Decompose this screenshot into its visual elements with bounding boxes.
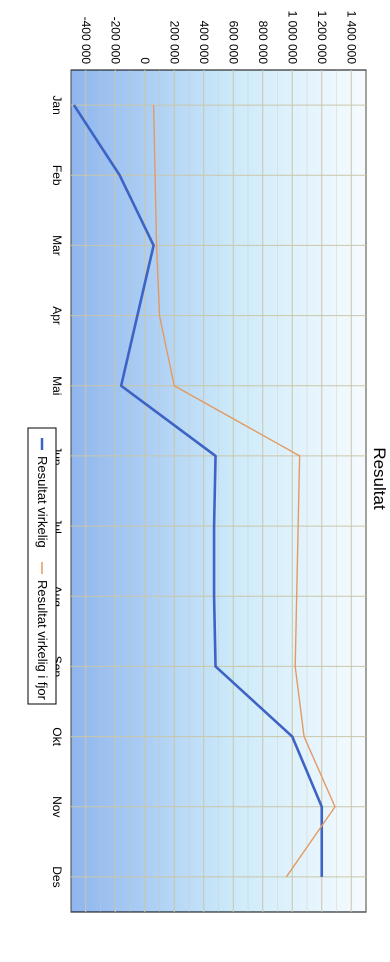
grid-lines [70, 70, 367, 912]
y-tick-label: 0 [138, 57, 152, 64]
y-tick-label: -400 000 [79, 17, 93, 65]
y-axis-labels: 1 400 000 1 200 000 1 000 000 800 000 600 00… [79, 11, 359, 65]
y-tick-label: 1 000 000 [285, 11, 299, 65]
x-tick-label: Feb [50, 165, 64, 186]
x-tick-label: Mar [50, 235, 64, 256]
y-tick-label: 400 000 [197, 21, 211, 65]
y-tick-label: 200 000 [167, 21, 181, 65]
series-line-0 [72, 104, 324, 877]
legend-label-resultat-i-fjor: Resultat virkelig i fjor [35, 580, 50, 701]
y-tick-label: 1 200 000 [315, 11, 329, 65]
legend: Resultat virkelig Resultat virkelig i fj… [27, 427, 57, 705]
chart-title: Resultat [370, 447, 389, 510]
y-tick-label: 600 000 [226, 21, 240, 65]
x-tick-label: Jan [50, 95, 64, 114]
x-tick-label: Nov [50, 796, 64, 817]
x-tick-label: Des [50, 866, 64, 887]
y-tick-label: 1 400 000 [344, 11, 358, 65]
legend-label-resultat-virkelig: Resultat virkelig [35, 456, 50, 548]
x-tick-label: Mai [50, 376, 64, 395]
y-tick-label: -200 000 [108, 17, 122, 65]
series-layer [72, 104, 336, 878]
series-line-1 [152, 105, 336, 878]
x-tick-label: Apr [50, 306, 64, 325]
x-tick-label: Okt [50, 727, 64, 746]
y-tick-label: 800 000 [256, 21, 270, 65]
